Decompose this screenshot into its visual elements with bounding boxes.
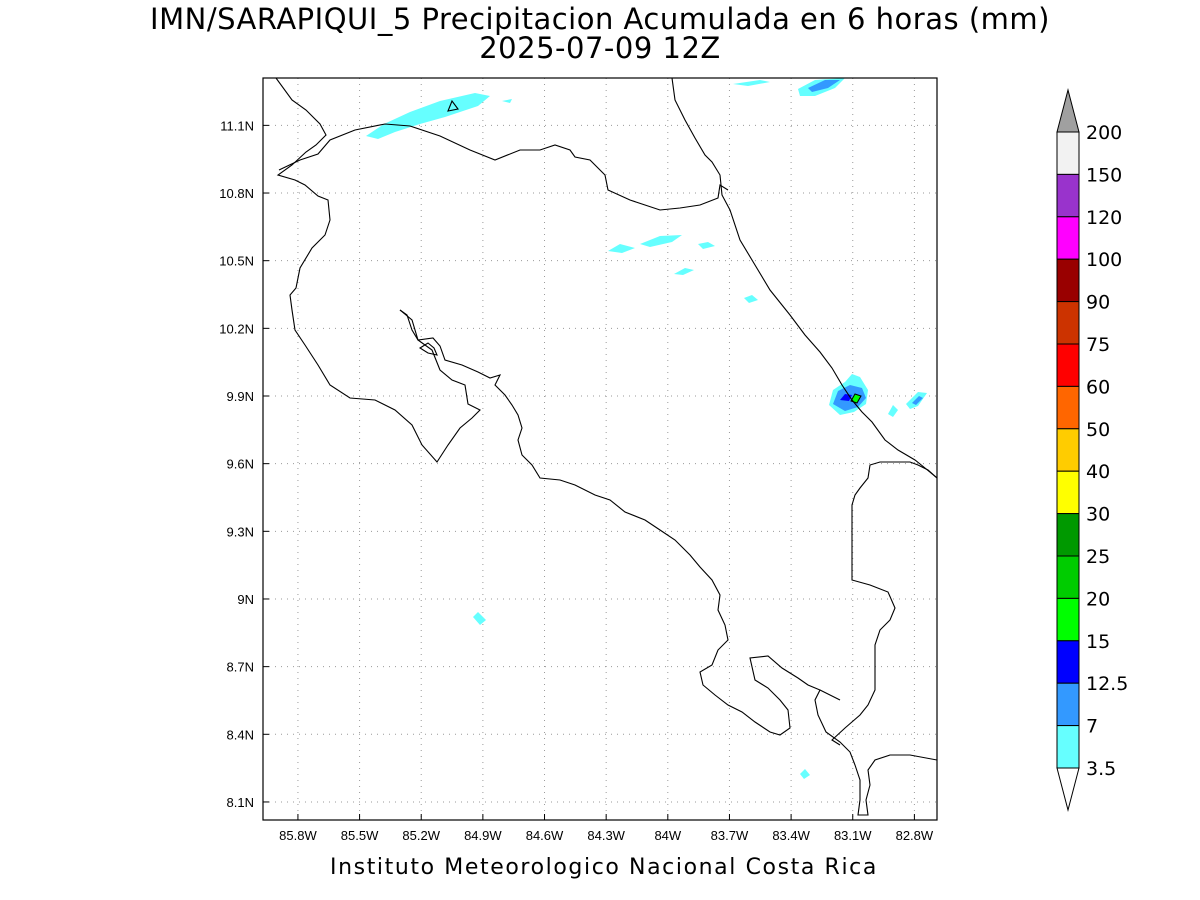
island-chira	[418, 342, 438, 356]
tick-label-lat: 8.4N	[227, 727, 254, 742]
precip-area-east-2	[888, 405, 898, 417]
tick-label-lon: 85.2W	[402, 828, 440, 843]
colorbar-swatch	[1056, 597, 1080, 642]
colorbar-label: 15	[1086, 631, 1110, 653]
longitude-ticks: 85.8W 85.5W 85.2W 84.9W 84.6W 84.3W 84W 83.7W 83…	[279, 814, 934, 843]
precip-area-center-4	[674, 268, 694, 275]
precip-area-north	[366, 93, 490, 139]
map-grid	[263, 78, 937, 820]
precip-area-center-3	[698, 242, 715, 249]
tick-label-lat: 8.7N	[227, 660, 254, 675]
coast-pacific-north	[275, 78, 481, 463]
precip-area-southeast	[800, 769, 810, 779]
precip-area-east-3-core	[912, 396, 923, 405]
colorbar-label: 12.5	[1086, 673, 1128, 695]
tick-label-lon: 84.6W	[526, 828, 564, 843]
tick-label-lon: 83.4W	[772, 828, 810, 843]
tick-label-lon: 82.8W	[896, 828, 934, 843]
colorbar-swatch	[1056, 470, 1080, 515]
latitude-ticks: 11.1N 10.8N 10.5N 10.2N 9.9N 9.6N 9.3N 9N 8.7N 8.…	[219, 118, 269, 810]
tick-label-lon: 85.8W	[279, 828, 317, 843]
tick-label-lon: 83.1W	[834, 828, 872, 843]
colorbar-label: 3.5	[1086, 758, 1116, 780]
colorbar-swatch	[1056, 301, 1080, 345]
tick-label-lat: 10.2N	[219, 321, 254, 336]
precip-area-south	[473, 612, 486, 625]
coast-caribbean	[671, 78, 937, 479]
map-subtitle-date: 2025-07-09 12Z	[479, 31, 721, 65]
coastlines-borders	[275, 78, 937, 816]
precip-area-top	[733, 80, 770, 86]
tick-label-lon: 84.9W	[464, 828, 502, 843]
colorbar-label: 100	[1086, 249, 1122, 271]
colorbar-swatch	[1056, 385, 1080, 430]
tick-label-lat: 9.6N	[227, 457, 254, 472]
island-north	[447, 99, 459, 112]
colorbar-swatch	[1056, 216, 1080, 260]
tick-label-lon: 85.5W	[341, 828, 379, 843]
colorbar-label: 20	[1086, 588, 1110, 610]
tick-label-lon: 84W	[654, 828, 681, 843]
colorbar-swatch	[1056, 725, 1080, 769]
colorbar-swatch	[1056, 640, 1080, 684]
precipitation-shading	[366, 78, 927, 779]
footer-credit: Instituto Meteorologico Nacional Costa R…	[330, 855, 878, 880]
precip-area-east-peak	[850, 393, 862, 404]
tick-label-lat: 11.1N	[220, 118, 254, 133]
precip-area-top-right-core	[808, 80, 840, 92]
tick-label-lat: 9.3N	[227, 524, 254, 539]
border-panama	[831, 461, 937, 746]
colorbar-swatch	[1056, 131, 1080, 175]
colorbar: 200 150 120 100 90 75 60 50 40 30 25 20 15 12.5 7 3.5	[1056, 88, 1128, 812]
colorbar-label: 50	[1086, 419, 1110, 441]
colorbar-swatch	[1056, 173, 1080, 218]
colorbar-label: 25	[1086, 546, 1110, 568]
coast-osa-inner	[819, 689, 841, 701]
colorbar-top-arrow	[1056, 88, 1080, 133]
colorbar-swatch	[1056, 343, 1080, 387]
colorbar-label: 7	[1086, 716, 1098, 738]
colorbar-label: 40	[1086, 461, 1110, 483]
map-frame	[262, 77, 938, 821]
tick-label-lat: 9N	[237, 592, 254, 607]
precip-area-center-2	[640, 235, 682, 247]
map-title: IMN/SARAPIQUI_5 Precipitacion Acumulada …	[150, 2, 1050, 36]
colorbar-swatch	[1056, 513, 1080, 557]
tick-label-lat: 9.9N	[227, 389, 254, 404]
tick-label-lat: 10.5N	[219, 254, 254, 269]
colorbar-swatch	[1056, 258, 1080, 303]
colorbar-swatch	[1056, 682, 1080, 727]
colorbar-swatch	[1056, 555, 1080, 599]
colorbar-label: 120	[1086, 207, 1122, 229]
tick-label-lon: 84.3W	[587, 828, 625, 843]
colorbar-label: 60	[1086, 376, 1110, 398]
tick-label-lat: 8.1N	[227, 795, 254, 810]
tick-label-lat: 10.8N	[219, 186, 254, 201]
precip-area-north-small	[502, 99, 512, 103]
precip-area-center-1	[608, 244, 635, 253]
border-nicaragua	[278, 123, 729, 211]
colorbar-label: 90	[1086, 292, 1110, 314]
colorbar-label: 30	[1086, 504, 1110, 526]
tick-label-lon: 83.7W	[711, 828, 749, 843]
colorbar-label: 200	[1086, 122, 1122, 144]
colorbar-bottom-arrow	[1056, 767, 1080, 812]
colorbar-swatch	[1056, 428, 1080, 472]
colorbar-label: 150	[1086, 164, 1122, 186]
precip-area-center-5	[744, 295, 758, 303]
colorbar-label: 75	[1086, 334, 1110, 356]
coast-nicoya-gulf	[399, 309, 937, 816]
